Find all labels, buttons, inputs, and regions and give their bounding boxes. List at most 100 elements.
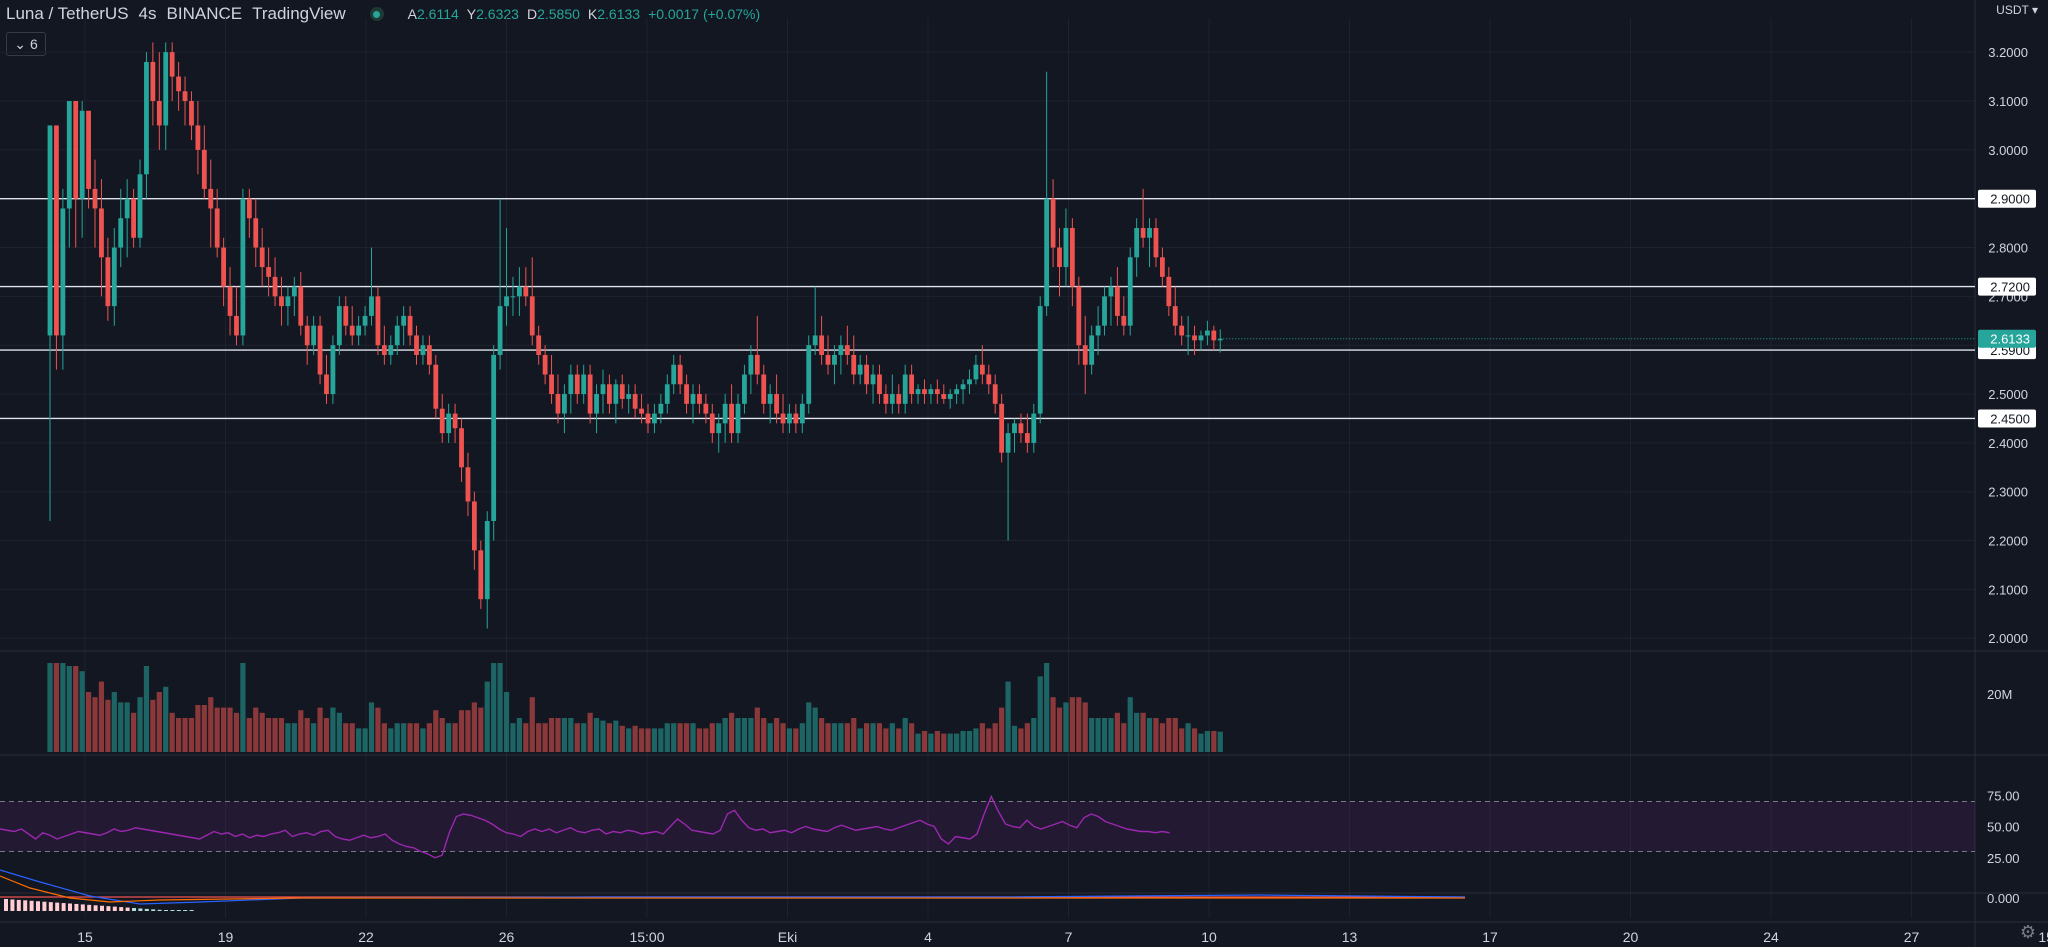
candle-body xyxy=(144,61,149,175)
gear-icon[interactable]: ⚙ xyxy=(2019,922,2036,942)
macd-histogram-bar xyxy=(42,901,47,911)
candle-body xyxy=(555,394,561,414)
volume-bar xyxy=(156,692,162,752)
candle-body xyxy=(652,413,657,424)
candle-body xyxy=(510,296,516,298)
candle-body xyxy=(774,394,779,414)
volume-bar xyxy=(999,707,1005,752)
volume-bar xyxy=(915,733,921,752)
volume-bar xyxy=(523,723,529,752)
volume-bar xyxy=(941,733,947,752)
candle-body xyxy=(459,428,464,468)
macd-histogram-bar xyxy=(4,899,8,911)
candle-body xyxy=(703,403,709,414)
volume-bar xyxy=(838,723,844,752)
volume-bar xyxy=(433,710,439,752)
candle-body xyxy=(298,286,304,326)
time-tick-label: 19 xyxy=(218,929,234,945)
volume-bar xyxy=(1095,718,1101,752)
candle-body xyxy=(317,325,323,375)
candle-body xyxy=(73,101,79,199)
price-tick-label: 2.0000 xyxy=(1988,631,2028,646)
volume-bar xyxy=(574,723,580,752)
macd-tick-label: 0.000 xyxy=(1987,891,2020,906)
volume-bar xyxy=(793,728,799,752)
volume-bar xyxy=(356,728,362,752)
volume-bar xyxy=(1056,707,1063,752)
candle-body xyxy=(581,374,587,395)
volume-bar xyxy=(664,723,670,752)
candle-body xyxy=(1089,335,1095,365)
candle-body xyxy=(330,345,336,395)
volume-bar xyxy=(111,692,117,752)
volume-bar xyxy=(638,728,645,752)
volume-bar xyxy=(973,728,979,752)
candle-body xyxy=(54,125,59,336)
candle-body xyxy=(626,394,632,399)
interval[interactable]: 4s xyxy=(138,4,157,23)
candle-body xyxy=(709,413,715,434)
volume-bar xyxy=(1011,725,1018,752)
candle-body xyxy=(420,345,426,355)
candle-body xyxy=(504,296,509,307)
currency-selector[interactable]: USDT ▾ xyxy=(1996,3,2038,17)
candle-body xyxy=(388,345,394,355)
candle-body xyxy=(189,101,194,126)
candle-body xyxy=(536,335,542,355)
candle-body xyxy=(838,345,844,355)
candle-body xyxy=(465,467,471,502)
time-tick-label: 15:00 xyxy=(629,929,664,945)
volume-bar xyxy=(1024,723,1030,752)
macd-histogram-bar xyxy=(176,910,181,911)
volume-bar xyxy=(394,723,400,752)
macd-histogram-bar xyxy=(106,906,111,911)
macd-line xyxy=(0,869,1466,905)
candle-body xyxy=(664,384,670,404)
candle-body xyxy=(870,374,876,385)
macd-histogram-bar xyxy=(132,908,136,911)
volume-bar xyxy=(471,702,477,752)
volume-bar xyxy=(510,723,516,752)
volume-bar xyxy=(934,731,940,752)
candle-body xyxy=(304,325,310,346)
candle-body xyxy=(1166,276,1172,307)
volume-bar xyxy=(381,723,387,752)
candle-body xyxy=(279,296,284,307)
candle-body xyxy=(992,384,998,404)
candle-body xyxy=(568,374,574,395)
volume-bar xyxy=(683,723,690,752)
volume-bar xyxy=(1101,718,1108,752)
volume-bar xyxy=(819,718,825,752)
candle-body xyxy=(819,335,824,355)
candle-body xyxy=(433,364,439,409)
volume-bar xyxy=(124,702,130,752)
volume-bar xyxy=(1108,718,1114,752)
price-tick-label: 3.0000 xyxy=(1988,143,2028,158)
volume-bar xyxy=(1172,718,1178,752)
volume-bar xyxy=(143,666,150,752)
candle-body xyxy=(1140,228,1146,238)
candle-body xyxy=(562,394,567,414)
candle-body xyxy=(587,374,593,414)
volume-bar xyxy=(954,733,960,752)
symbol-name[interactable]: Luna / TetherUS xyxy=(6,4,129,23)
volume-bar xyxy=(780,723,786,752)
volume-bar xyxy=(960,731,966,752)
volume-bar xyxy=(1185,723,1191,752)
candle-body xyxy=(986,374,992,385)
rsi-band xyxy=(0,801,1975,852)
volume-bar xyxy=(388,728,394,752)
candle-body xyxy=(208,188,214,209)
volume-bar xyxy=(606,723,613,752)
candle-body xyxy=(742,374,747,404)
candle-body xyxy=(864,364,870,385)
volume-bar xyxy=(671,723,677,752)
candle-body xyxy=(716,423,722,434)
volume-bar xyxy=(66,666,72,752)
macd-histogram-bar xyxy=(36,901,40,911)
macd-histogram-bar xyxy=(164,910,168,911)
volume-bar xyxy=(1082,702,1088,752)
volume-bar xyxy=(986,728,992,752)
level-label: 2.4500 xyxy=(1990,411,2030,426)
